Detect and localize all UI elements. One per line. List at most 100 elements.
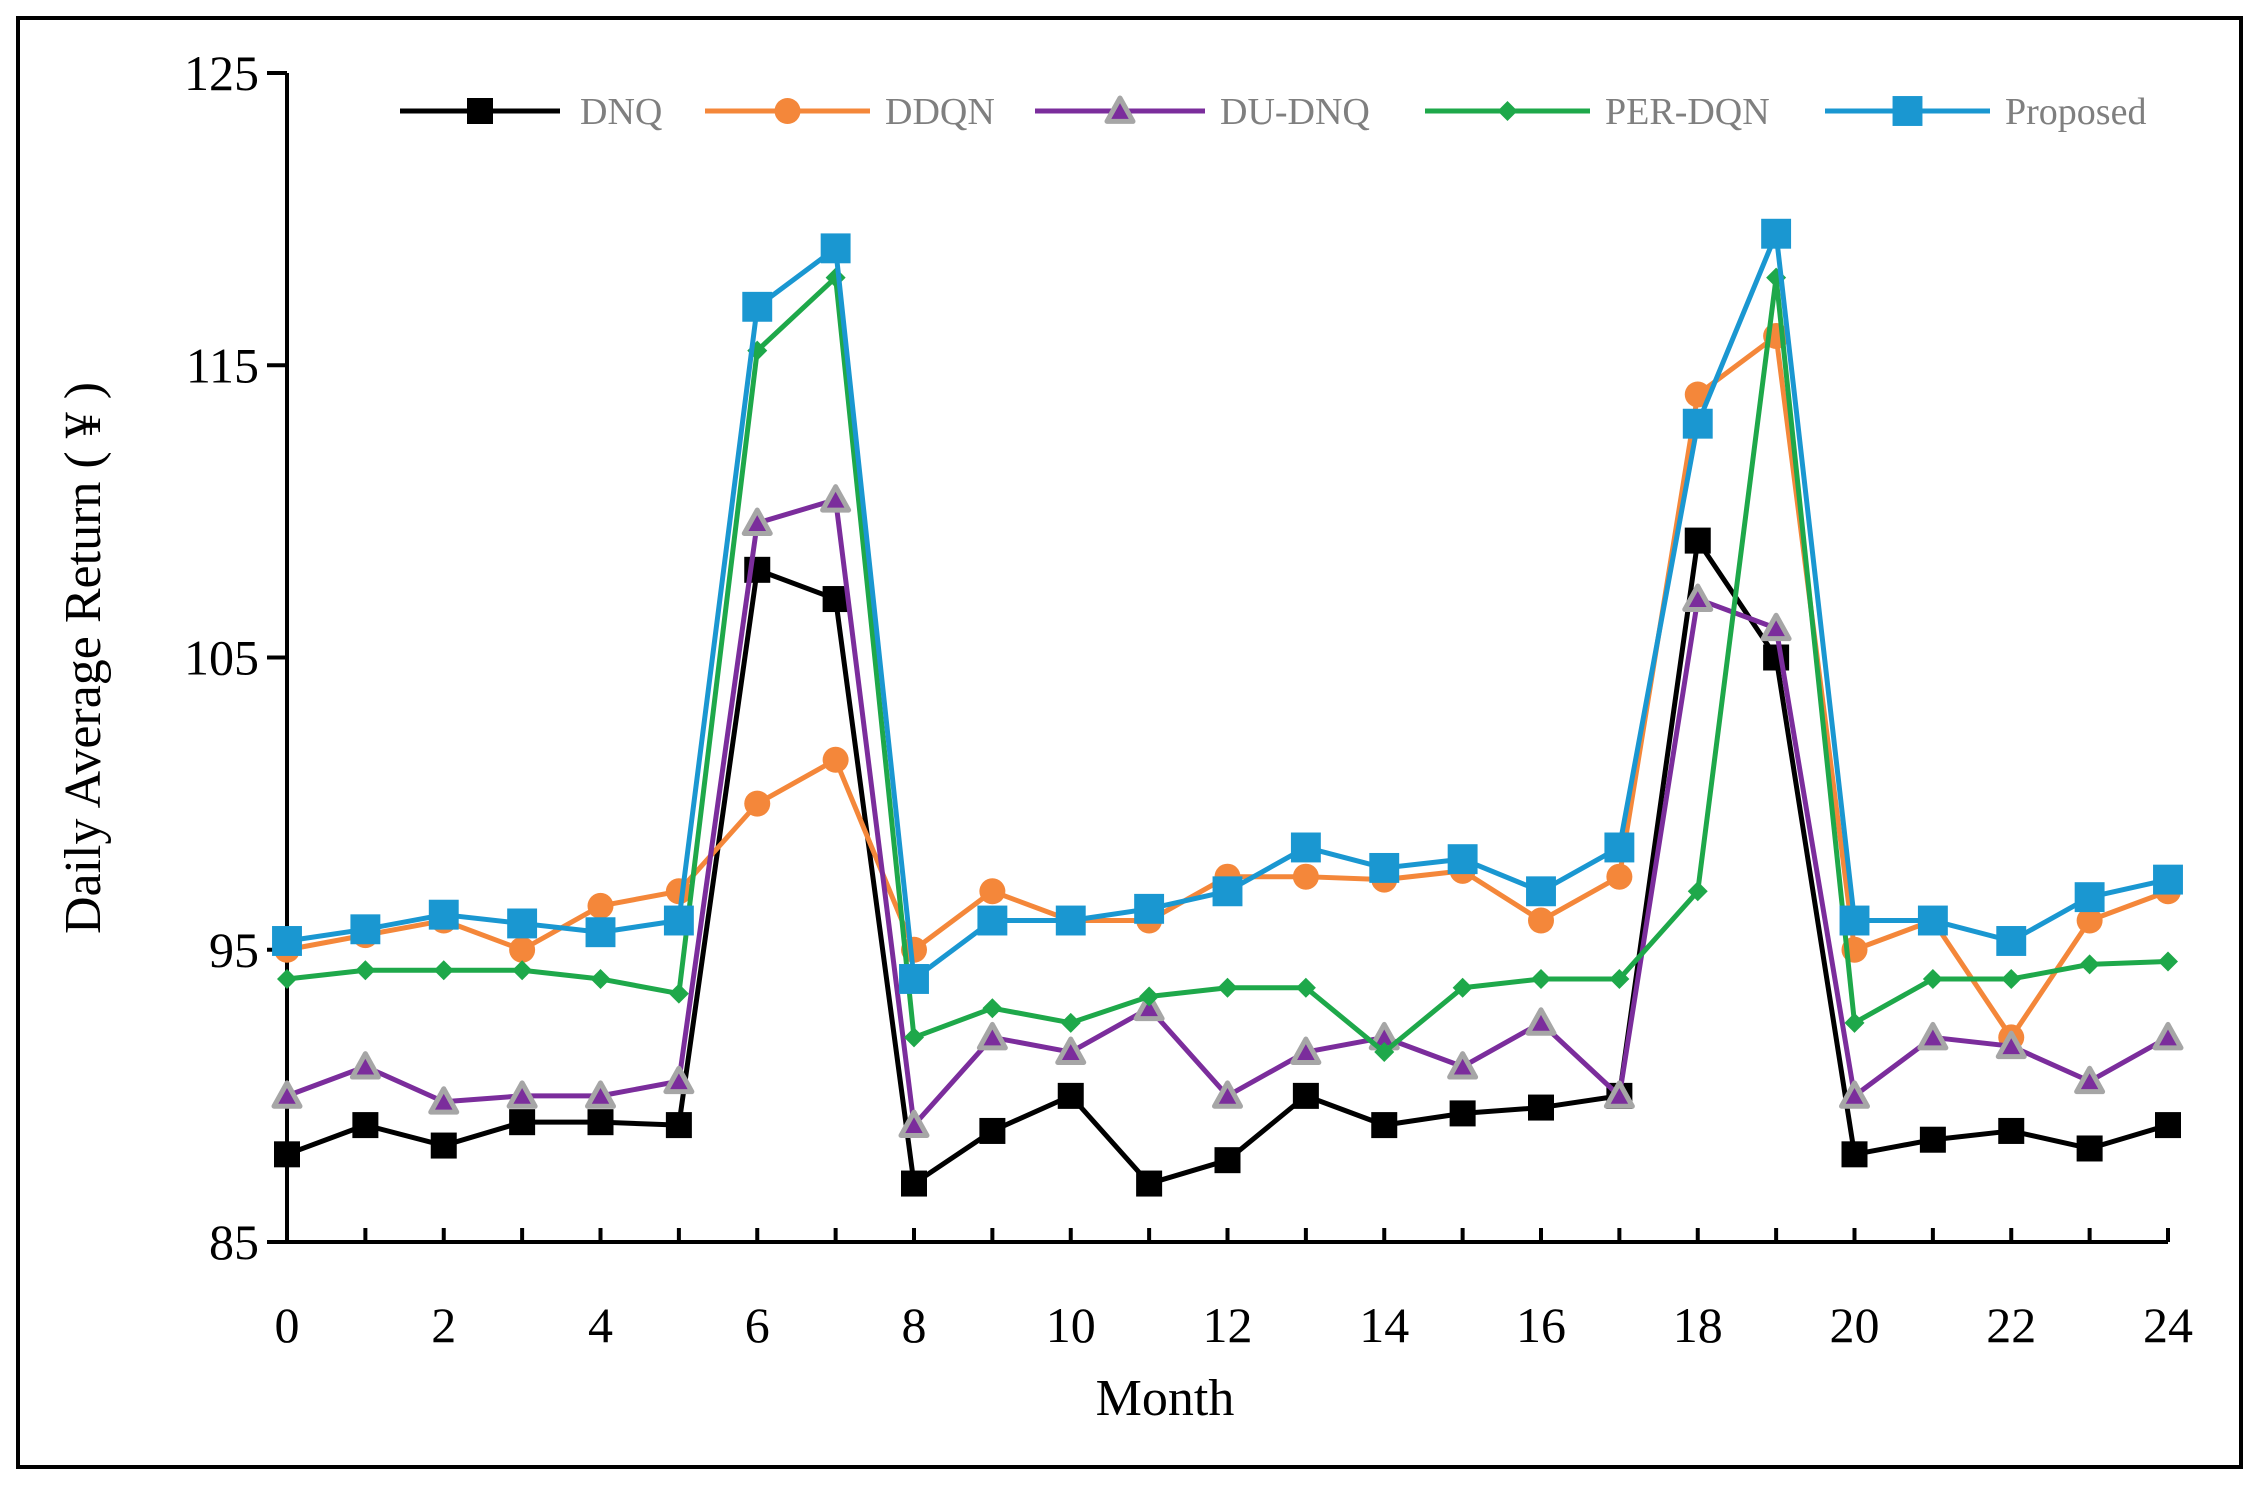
data-point: [663, 905, 694, 936]
data-point: [1841, 1141, 1868, 1168]
data-point: [1682, 583, 1714, 612]
y-tick-label: 95: [209, 922, 259, 978]
legend: DNQ DDQN DU-DNQ PER-DQN Proposed: [400, 91, 2146, 133]
data-point: [1134, 893, 1165, 924]
data-point: [1839, 1080, 1870, 1109]
data-point: [1528, 1094, 1554, 1121]
data-point: [1060, 1012, 1081, 1033]
series-dnq: [274, 527, 2181, 1197]
data-point: [430, 1132, 457, 1159]
data-point: [2155, 1112, 2181, 1139]
data-point: [1917, 1021, 1949, 1051]
data-point: [428, 899, 459, 930]
data-point: [1763, 644, 1790, 671]
data-point: [585, 1080, 616, 1109]
data-point: [1996, 926, 2027, 956]
data-point: [512, 960, 533, 981]
data-point: [1892, 96, 1923, 126]
legend-item-per-dqn: PER-DQN: [1425, 91, 1770, 133]
data-point: [982, 998, 1003, 1019]
data-point: [1760, 612, 1792, 642]
x-tick-label: 0: [275, 1297, 300, 1353]
x-axis-title: Month: [1096, 1370, 1235, 1427]
data-point: [1290, 1036, 1322, 1065]
data-point: [1374, 1042, 1395, 1063]
legend-label: DU-DNQ: [1220, 91, 1370, 133]
data-point: [509, 936, 536, 963]
data-point: [1839, 905, 1870, 936]
data-point: [1687, 881, 1708, 902]
data-point: [1531, 968, 1551, 989]
data-point: [2001, 968, 2022, 989]
data-point: [1684, 527, 1711, 554]
x-tick-label: 22: [1986, 1297, 2036, 1353]
data-point: [1917, 905, 1948, 936]
data-point: [352, 1112, 379, 1139]
legend-item-proposed: Proposed: [1825, 91, 2146, 133]
series-per-dqn: [277, 267, 2178, 1063]
data-point: [2076, 1135, 2103, 1162]
data-point: [1526, 876, 1556, 907]
series-layer: [271, 218, 2184, 1197]
x-tick-label: 16: [1516, 1297, 1566, 1353]
data-point: [428, 1086, 460, 1115]
series-proposed: [272, 218, 2183, 994]
data-point: [977, 905, 1008, 936]
chart-frame: [16, 16, 2243, 1469]
data-point: [506, 1080, 538, 1109]
data-point: [1133, 992, 1165, 1022]
legend-label: DNQ: [580, 91, 662, 133]
data-point: [1292, 863, 1319, 890]
data-point: [1452, 977, 1473, 998]
data-point: [1603, 1080, 1635, 1109]
y-tick-label: 115: [186, 337, 259, 393]
data-point: [1371, 1112, 1398, 1139]
x-tick-label: 24: [2143, 1297, 2193, 1353]
series-ddqn: [274, 323, 2181, 1051]
data-point: [272, 926, 302, 956]
data-point: [1139, 986, 1160, 1007]
legend-label: Proposed: [2005, 91, 2146, 133]
data-point: [741, 507, 773, 536]
data-point: [1525, 1007, 1557, 1036]
data-point: [668, 983, 689, 1004]
data-point: [899, 964, 929, 994]
data-point: [433, 960, 454, 981]
data-point: [822, 586, 849, 613]
data-point: [277, 968, 297, 989]
data-point: [2076, 907, 2103, 934]
y-axis-title: Daily Average Return ( ¥ ): [55, 382, 112, 934]
data-point: [1447, 1051, 1479, 1080]
data-point: [590, 968, 611, 989]
data-point: [1844, 1012, 1865, 1033]
data-point: [467, 98, 493, 124]
legend-label: PER-DQN: [1605, 91, 1770, 133]
data-point: [1761, 218, 1792, 249]
data-point: [1292, 1082, 1319, 1109]
legend-item-ddqn: DDQN: [705, 91, 995, 133]
data-point: [1604, 832, 1635, 863]
data-point: [1104, 95, 1136, 124]
data-point: [350, 914, 381, 945]
series-line: [286, 497, 2170, 1128]
data-point: [1609, 968, 1630, 989]
x-tick-label: 12: [1203, 1297, 1253, 1353]
x-tick-label: 20: [1830, 1297, 1880, 1353]
data-point: [820, 484, 852, 513]
data-point: [2158, 951, 2178, 972]
data-point: [355, 960, 376, 981]
data-point: [979, 878, 1006, 905]
data-point: [2079, 954, 2100, 975]
data-point: [898, 1109, 930, 1138]
data-point: [1995, 1030, 2027, 1060]
legend-item-du-dnq: DU-DNQ: [1035, 91, 1370, 133]
x-tick-label: 2: [431, 1297, 456, 1353]
data-point: [585, 917, 616, 948]
data-point: [1212, 1080, 1243, 1109]
data-point: [1212, 876, 1243, 907]
x-tick-label: 18: [1673, 1297, 1723, 1353]
data-point: [976, 1021, 1008, 1051]
data-point: [820, 233, 851, 264]
